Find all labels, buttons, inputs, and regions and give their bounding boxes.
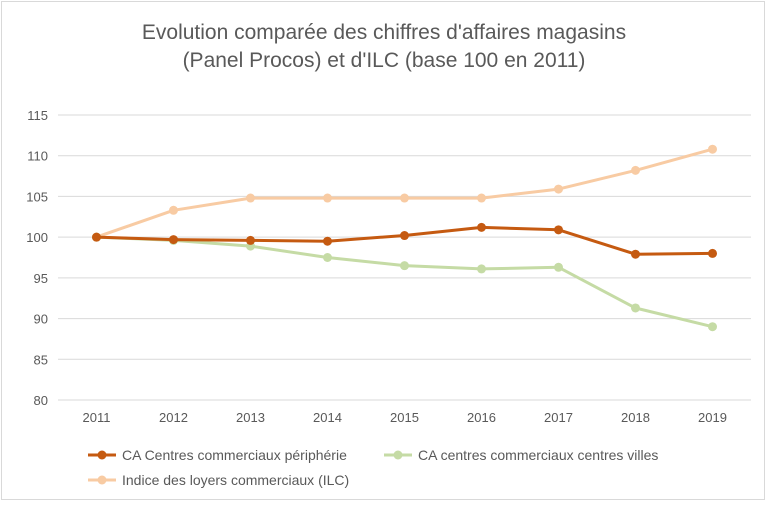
x-tick-label: 2015 [390, 410, 419, 425]
series-2 [92, 144, 717, 242]
legend-swatch-marker [393, 450, 403, 460]
series-lines [92, 144, 717, 332]
y-tick-label: 100 [26, 230, 48, 245]
data-point [708, 144, 717, 154]
data-point [400, 261, 409, 271]
data-point [246, 235, 255, 245]
y-axis-ticks: 80 85 90 95 100 105 110 115 [26, 108, 48, 408]
series-1 [92, 232, 717, 332]
data-point [631, 249, 640, 259]
data-point [554, 262, 563, 272]
gridlines [58, 114, 751, 401]
x-axis-ticks: 2011 2012 2013 2014 2015 2016 2017 2018 2019 [83, 410, 727, 425]
legend-swatch-marker [97, 475, 107, 485]
legend-item: CA Centres commerciaux périphérie [88, 447, 347, 463]
chart-title-line-2: (Panel Procos) et d'ILC (base 100 en 201… [183, 49, 586, 72]
y-tick-label: 110 [27, 149, 48, 164]
data-point [631, 165, 640, 175]
y-tick-label: 115 [27, 108, 48, 123]
x-tick-label: 2017 [544, 410, 573, 425]
y-tick-label: 95 [34, 271, 48, 286]
data-point [400, 193, 409, 203]
series-0 [92, 222, 717, 259]
data-point [169, 205, 178, 215]
legend-item: CA centres commerciaux centres villes [384, 447, 658, 463]
legend-item: Indice des loyers commerciaux (ILC) [88, 472, 349, 488]
x-tick-label: 2014 [313, 410, 342, 425]
data-point [477, 264, 486, 274]
y-tick-label: 85 [34, 352, 48, 367]
data-point [92, 232, 101, 242]
data-point [554, 184, 563, 194]
data-point [554, 225, 563, 235]
x-tick-label: 2016 [467, 410, 496, 425]
y-tick-label: 105 [26, 189, 48, 204]
legend: CA Centres commerciaux périphérie CA cent… [88, 447, 658, 488]
data-point [400, 231, 409, 241]
x-tick-label: 2018 [621, 410, 650, 425]
legend-label: Indice des loyers commerciaux (ILC) [122, 472, 349, 488]
chart-title-line-1: Evolution comparée des chiffres d'affair… [142, 21, 626, 44]
y-tick-label: 80 [34, 393, 48, 408]
legend-label: CA centres commerciaux centres villes [418, 447, 658, 463]
legend-label: CA Centres commerciaux périphérie [122, 447, 347, 463]
data-point [708, 248, 717, 258]
data-point [323, 236, 332, 246]
data-point [323, 253, 332, 262]
y-tick-label: 90 [34, 312, 48, 327]
series-line [95, 147, 714, 239]
data-point [477, 222, 486, 232]
x-tick-label: 2012 [159, 410, 188, 425]
data-point [477, 193, 486, 203]
legend-swatch-marker [97, 450, 107, 460]
x-tick-label: 2011 [83, 410, 111, 425]
data-point [708, 322, 717, 332]
data-point [246, 193, 255, 203]
x-tick-label: 2013 [236, 410, 265, 425]
data-point [631, 303, 640, 313]
x-tick-label: 2019 [698, 410, 727, 425]
data-point [323, 193, 332, 203]
data-point [169, 235, 178, 245]
